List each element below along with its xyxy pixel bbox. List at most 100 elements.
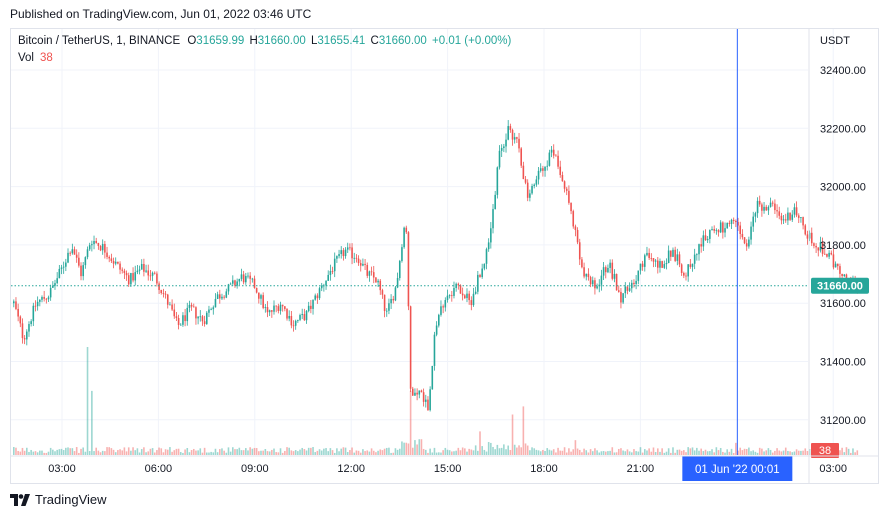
volume-bar [19,451,22,455]
volume-bar [709,451,711,455]
volume-bar [145,452,147,455]
candle-body [453,287,455,296]
tradingview-logo-icon [10,493,30,506]
volume-bar [672,447,674,455]
candle-body [431,365,434,390]
volume-bar [108,447,111,455]
brand-name: TradingView [35,492,107,507]
volume-bar [461,447,464,455]
volume-bar [683,450,685,455]
volume-bar [856,450,859,455]
candle-body [84,257,87,266]
candle-body [739,225,742,234]
tradingview-brand[interactable]: TradingView [10,492,107,507]
candle-body [41,296,43,300]
candle-body [149,275,152,277]
candle-body [433,334,436,366]
candle-body [696,254,698,256]
candle-body [28,324,30,332]
candle-body [496,167,499,195]
candle-body [574,226,577,231]
volume-bar [205,452,208,455]
volume-bar [847,448,850,455]
candle-body [281,304,284,307]
volume-badge-label: 38 [819,445,831,457]
volume-value: 38 [40,52,53,64]
x-tick-label: 03:00 [819,463,847,475]
candle-body [169,304,171,306]
volume-bar [242,450,245,455]
candle-body [383,294,386,311]
candle-body [548,152,551,166]
candle-body [804,225,807,235]
volume-bar [696,447,698,455]
volume-bar [787,450,789,455]
volume-bar [743,448,746,455]
candle-body [539,168,542,171]
candle-body [765,206,768,211]
candle-body [177,317,180,325]
volume-bar [670,452,672,455]
candle-body [192,306,195,308]
volume-bar [728,451,731,455]
volume-bar [344,447,347,455]
candle-body [403,227,405,248]
volume-bar [741,450,744,455]
volume-bar [431,452,434,455]
candle-body [316,295,319,299]
candle-body [680,264,683,273]
candle-body [474,291,477,294]
volume-bar [518,445,520,455]
candle-body [184,315,186,322]
volume-bar [381,450,384,455]
candle-body [62,266,65,268]
volume-bar [737,450,739,455]
candle-body [301,314,303,316]
volume-bar [526,445,529,455]
candle-body [67,252,69,263]
volume-bar [442,450,444,455]
candle-body [693,254,696,264]
volume-bar [49,447,52,455]
volume-bar [349,450,351,455]
volume-bar [615,452,618,455]
volume-bar [583,448,585,455]
volume-bar [364,451,366,455]
candle-body [136,270,139,273]
candle-body [546,165,549,167]
volume-bar [509,449,512,455]
candle-body [253,278,256,288]
volume-bar [581,452,583,455]
candle-body [336,256,338,259]
x-tick-label: 15:00 [434,463,462,475]
volume-bar [362,449,364,455]
candle-body [657,260,659,268]
volume-bar [516,447,518,455]
candle-body [836,263,839,267]
candle-body [815,245,817,248]
candle-body [810,232,813,244]
volume-bar [333,452,336,455]
volume-bar [438,452,440,455]
candle-body [438,314,440,326]
candle-body [69,252,71,254]
candle-body [659,261,661,268]
volume-bar [470,449,473,455]
volume-bar [95,447,97,455]
volume-bar [177,448,180,455]
candle-body [357,258,360,264]
open-label: O [187,35,197,47]
volume-bar [160,448,163,455]
candle-body [769,202,772,207]
candle-body [377,280,379,283]
volume-bar [370,448,373,455]
candle-body [153,272,156,274]
volume-bar [359,452,362,455]
volume-bar [722,451,724,455]
volume-bar [320,450,323,455]
candle-body [505,139,507,147]
volume-bar [771,452,774,455]
low-label: L [310,35,318,47]
volume-bar [657,448,659,455]
